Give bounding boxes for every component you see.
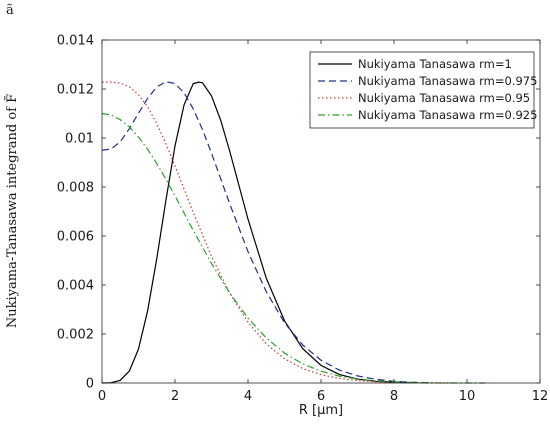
x-tick-label: 12	[532, 389, 549, 404]
series-line-1	[101, 81, 413, 384]
x-tick-label: 10	[459, 389, 476, 404]
x-tick-label: 8	[390, 389, 398, 404]
y-axis-title: Nukiyama-Tanasawa integrand of F̃	[4, 94, 20, 328]
x-tick-label: 0	[98, 389, 106, 404]
y-tick-label: 0	[86, 377, 94, 392]
legend-label-3: Nukiyama Tanasawa rm=0.95	[358, 91, 530, 105]
axes: 0 2 4 6 8 10 12 0 0.002 0.004 0.006 0.008 0.01 0.012 0…	[57, 34, 548, 405]
y-tick-label: 0.002	[57, 328, 94, 343]
plot-area	[101, 81, 486, 384]
legend-label-2: Nukiyama Tanasawa rm=0.975	[358, 74, 537, 88]
y-tick-label: 0.014	[57, 34, 94, 49]
x-tick-label: 4	[244, 389, 252, 404]
y-tick-label: 0.012	[57, 83, 94, 98]
y-tick-label: 0.008	[57, 181, 94, 196]
y-tick-label: 0.006	[57, 230, 94, 245]
series-line-4	[101, 112, 486, 384]
y-tick-label: 0.01	[65, 132, 94, 147]
corner-label: ã	[6, 3, 14, 18]
series-line-3	[102, 81, 449, 384]
x-tick-label: 2	[171, 389, 179, 404]
series-line-2	[101, 81, 431, 384]
legend-label-4: Nukiyama Tanasawa rm=0.925	[358, 108, 537, 122]
x-axis-title: R [μm]	[299, 403, 343, 418]
legend: Nukiyama Tanasawa rm=1 Nukiyama Tanasawa …	[309, 51, 537, 129]
legend-label-1: Nukiyama Tanasawa rm=1	[358, 57, 512, 71]
x-tick-label: 6	[317, 389, 325, 404]
y-tick-label: 0.004	[57, 279, 94, 294]
